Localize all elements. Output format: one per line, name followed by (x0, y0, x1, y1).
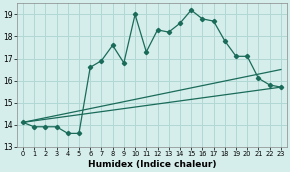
X-axis label: Humidex (Indice chaleur): Humidex (Indice chaleur) (88, 159, 216, 169)
